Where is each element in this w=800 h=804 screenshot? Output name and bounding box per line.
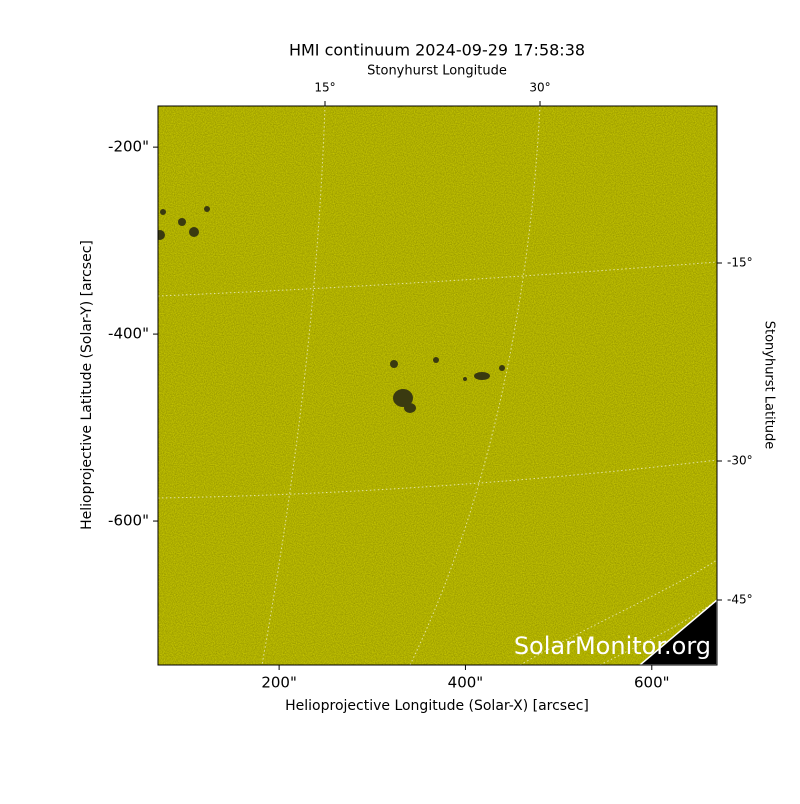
top-tick-label: 15°	[314, 81, 335, 95]
coordinate-grid	[158, 106, 717, 665]
right-tick-label: -45°	[727, 593, 753, 607]
solar-image	[158, 106, 717, 665]
y-tick-label: -600"	[108, 512, 149, 530]
top-axis-label: Stonyhurst Longitude	[367, 64, 507, 79]
x-tick-label: 200"	[261, 674, 297, 692]
watermark: SolarMonitor.org	[514, 632, 711, 660]
x-tick-label: 400"	[448, 674, 484, 692]
sunspots	[158, 206, 505, 413]
right-tick-label: -15°	[727, 256, 753, 270]
chart-title: HMI continuum 2024-09-29 17:58:38	[289, 41, 585, 60]
image-texture	[158, 106, 717, 665]
y-axis-label: Helioprojective Latitude (Solar-Y) [arcs…	[79, 240, 95, 530]
right-axis-label: Stonyhurst Latitude	[762, 321, 777, 450]
x-tick-label: 600"	[634, 674, 670, 692]
y-tick-label: -400"	[108, 325, 149, 343]
limb	[638, 599, 717, 665]
top-tick-label: 30°	[529, 81, 550, 95]
x-axis-label: Helioprojective Longitude (Solar-X) [arc…	[285, 698, 589, 714]
plot-frame	[157, 105, 718, 666]
right-tick-label: -30°	[727, 454, 753, 468]
y-tick-label: -200"	[108, 138, 149, 156]
